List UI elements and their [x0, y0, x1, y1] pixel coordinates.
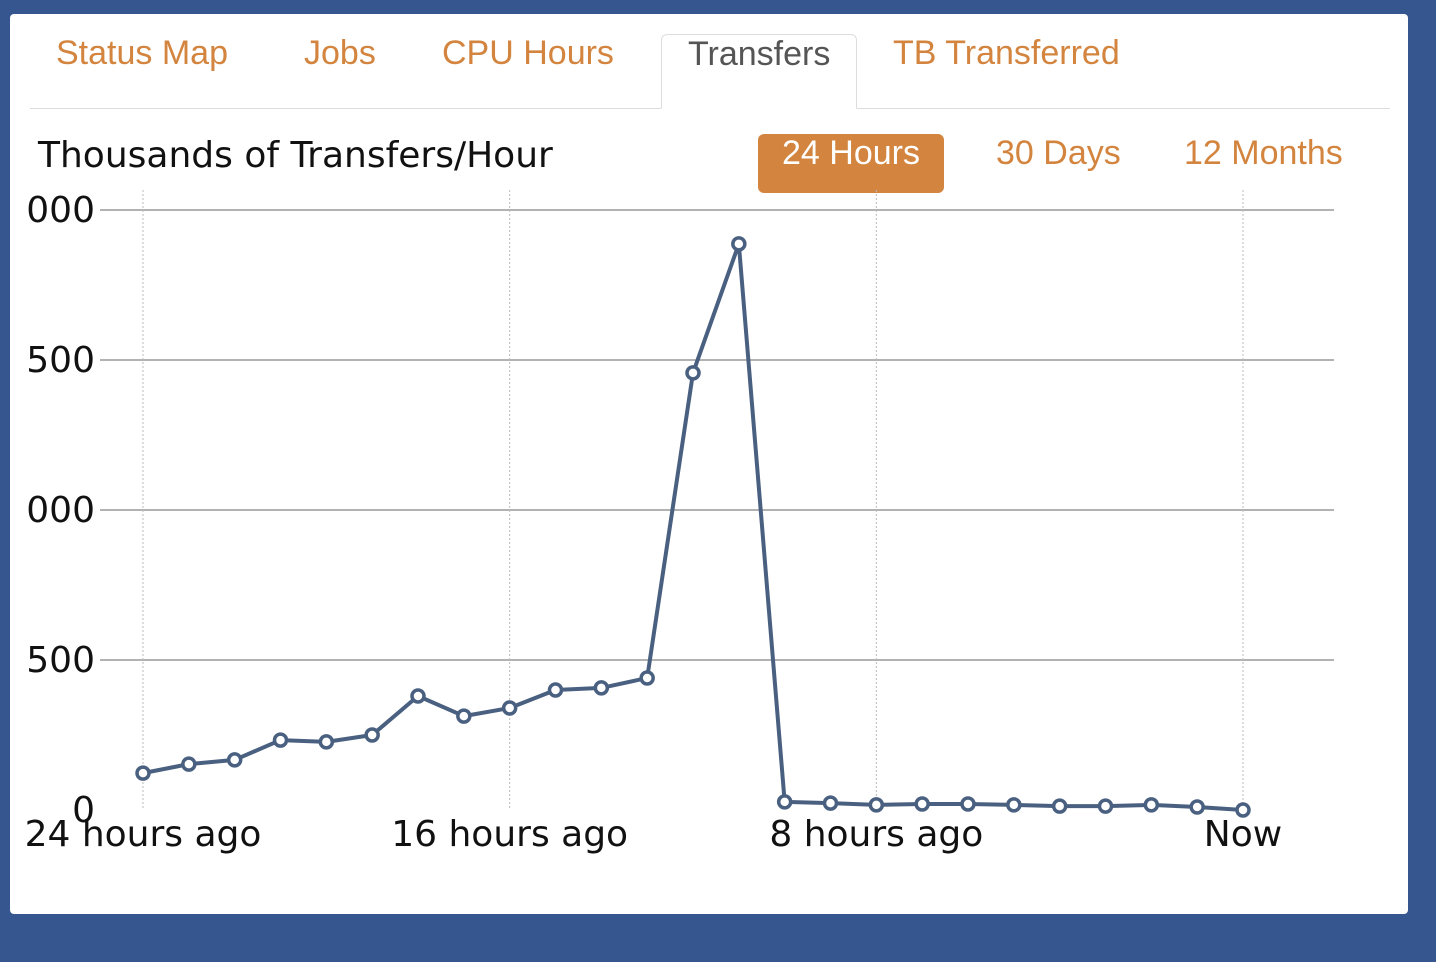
data-point	[318, 734, 335, 750]
data-point	[914, 796, 930, 812]
data-point	[272, 732, 289, 748]
data-point	[1235, 802, 1251, 818]
data-point	[1006, 797, 1022, 813]
data-point	[593, 680, 610, 696]
range-button[interactable]: 24 Hours	[758, 134, 944, 193]
data-point	[135, 765, 151, 781]
x-tick-label: Now	[1204, 814, 1282, 855]
data-point	[868, 797, 885, 813]
y-tick-label: 000	[26, 490, 95, 531]
tab[interactable]: Status Map	[56, 34, 228, 72]
data-point	[1097, 798, 1114, 814]
x-tick-label: 8 hours ago	[769, 814, 983, 855]
range-button[interactable]: 12 Months	[1184, 134, 1343, 172]
x-tick-label: 16 hours ago	[391, 814, 628, 855]
data-point	[547, 682, 564, 698]
range-button[interactable]: 30 Days	[996, 134, 1121, 172]
data-point	[410, 688, 426, 704]
data-point	[226, 752, 243, 768]
data-point	[1143, 797, 1160, 813]
data-point	[960, 796, 976, 812]
data-point	[501, 700, 518, 716]
x-tick-label: 24 hours ago	[25, 814, 262, 855]
data-point	[822, 795, 839, 811]
y-tick-label: 000	[26, 190, 95, 231]
data-point	[1051, 798, 1068, 814]
data-point	[685, 365, 701, 381]
y-tick-label: 0	[72, 790, 95, 831]
chart-title: Thousands of Transfers/Hour	[37, 135, 553, 176]
tab[interactable]: Jobs	[304, 34, 376, 72]
series-line	[142, 241, 1244, 812]
data-point	[639, 670, 655, 686]
tab[interactable]: CPU Hours	[442, 34, 614, 72]
y-tick-label: 500	[26, 340, 95, 381]
tab[interactable]: Transfers	[661, 34, 858, 109]
data-point	[364, 727, 380, 743]
data-point	[1189, 799, 1205, 815]
y-tick-label: 500	[26, 640, 95, 681]
data-point	[731, 236, 747, 252]
tab[interactable]: TB Transferred	[893, 34, 1120, 72]
tab-bar: Status Map Jobs CPU Hours Transfers TB Trans…	[30, 34, 1390, 109]
data-point	[456, 708, 472, 724]
data-point	[181, 756, 197, 772]
data-point	[776, 794, 793, 810]
panel: Status Map Jobs CPU Hours Transfers TB Trans…	[10, 14, 1408, 914]
